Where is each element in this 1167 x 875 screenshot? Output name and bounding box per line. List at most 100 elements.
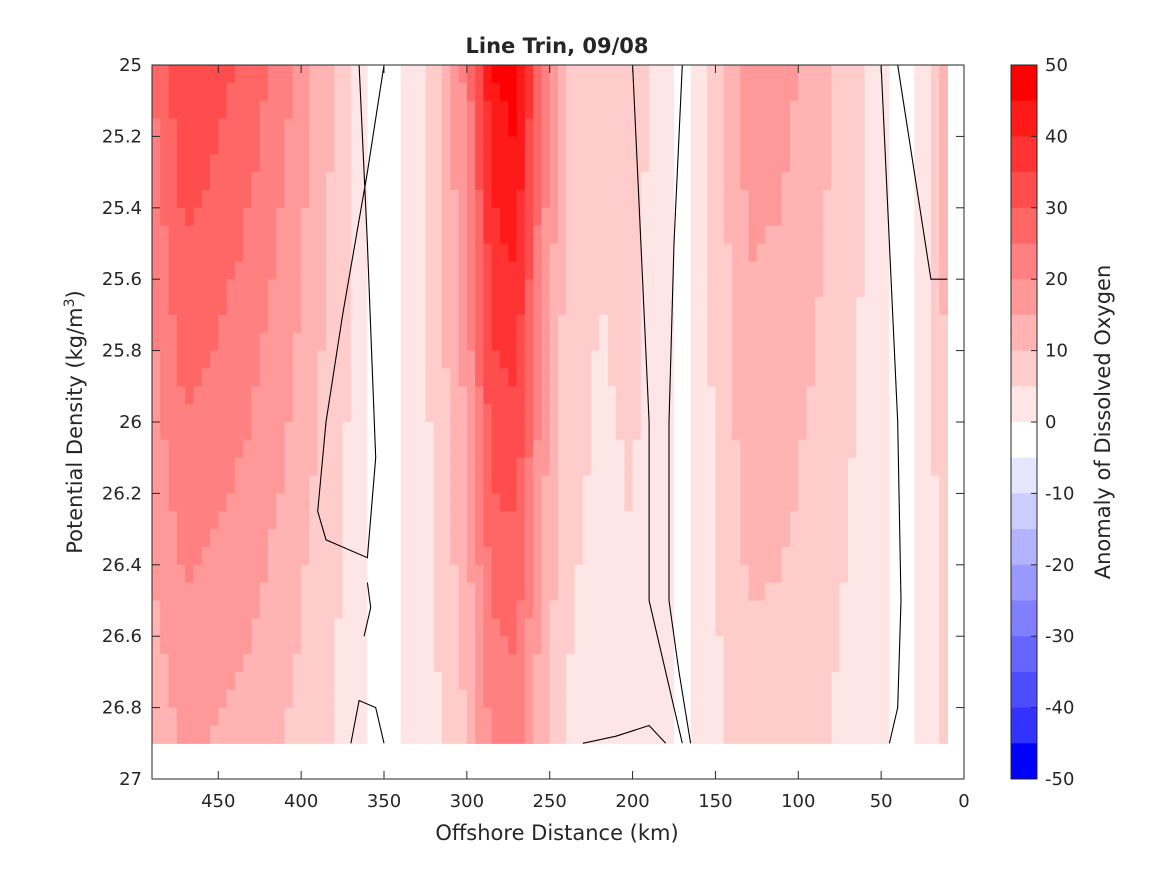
contour-cell [831,654,841,673]
contour-cell [864,529,874,548]
contour-cell [417,689,427,709]
contour-cell [185,154,195,173]
contour-cell [234,189,244,209]
contour-cell [342,100,352,120]
contour-cell [309,154,319,173]
contour-cell [674,189,683,209]
contour-cell [723,582,733,602]
contour-cell [168,511,178,530]
contour-cell [549,671,559,691]
contour-cell [417,386,427,405]
contour-cell [632,82,642,102]
contour-cell [690,154,700,173]
contour-cell [930,314,940,334]
contour-cell [317,350,327,370]
contour-cell [773,689,783,709]
contour-cell [582,154,592,173]
contour-cell [831,564,841,584]
contour-cell [839,582,849,602]
contour-cell [309,618,319,637]
contour-cell [773,511,783,530]
contour-cell [334,136,344,155]
contour-cell [284,404,294,423]
contour-cell [251,654,261,673]
contour-cell [301,707,311,727]
contour-cell [649,368,659,387]
contour-cell [856,279,866,298]
contour-cell [359,493,369,512]
contour-cell [698,707,708,727]
contour-cell [309,261,319,280]
contour-cell [872,671,882,691]
contour-cell [466,618,476,637]
contour-cell [558,582,567,602]
contour-cell [856,582,866,602]
contour-cell [301,314,311,334]
contour-cell [524,243,534,262]
contour-cell [624,671,634,691]
contour-cell [226,100,236,120]
contour-cell [392,314,402,334]
contour-cell [632,707,642,727]
contour-cell [176,582,186,602]
contour-cell [259,261,269,280]
contour-cell [856,100,866,120]
contour-cell [210,243,219,262]
contour-cell [657,511,667,530]
contour-cell [657,439,667,459]
contour-cell [939,350,949,370]
contour-cell [234,297,244,316]
contour-cell [508,65,518,84]
contour-cell [359,689,369,709]
contour-cell [226,457,236,477]
contour-cell [607,725,617,744]
contour-cell [848,154,857,173]
contour-cell [524,207,534,227]
contour-cell [814,65,824,84]
contour-cell [616,225,625,245]
contour-cell [756,261,766,280]
contour-cell [582,261,592,280]
contour-cell [823,314,833,334]
contour-cell [558,261,567,280]
contour-cell [831,457,841,477]
contour-cell [690,100,700,120]
contour-cell [210,689,219,709]
y-axis-label-main: Potential Density (kg/m [63,307,87,553]
contour-cell [367,689,377,709]
contour-cell [218,261,228,280]
contour-cell [483,118,493,137]
contour-cell [516,332,526,352]
contour-cell [690,350,700,370]
contour-cell [914,279,924,298]
contour-cell [317,386,327,405]
contour-cell [773,154,783,173]
contour-cell [442,618,451,637]
contour-cell [483,546,493,566]
contour-cell [831,189,841,209]
contour-cell [906,529,915,548]
contour-cell [607,475,617,494]
contour-cell [243,207,253,227]
contour-cell [400,65,410,84]
contour-cell [160,529,170,548]
contour-cell [856,65,866,84]
contour-cell [176,600,186,619]
contour-cell [682,225,692,245]
contour-cell [839,707,849,727]
contour-cell [210,386,219,405]
contour-cell [408,582,418,602]
contour-cell [674,422,683,441]
contour-cell [765,297,775,316]
colorbar-swatch [1011,564,1037,601]
contour-cell [674,118,683,137]
contour-cell [475,689,485,709]
contour-cell [491,493,501,512]
contour-cell [309,297,319,316]
contour-cell [400,546,410,566]
contour-cell [201,154,211,173]
contour-cell [160,225,170,245]
contour-cell [864,636,874,655]
contour-cell [491,671,501,691]
contour-cell [823,100,833,120]
